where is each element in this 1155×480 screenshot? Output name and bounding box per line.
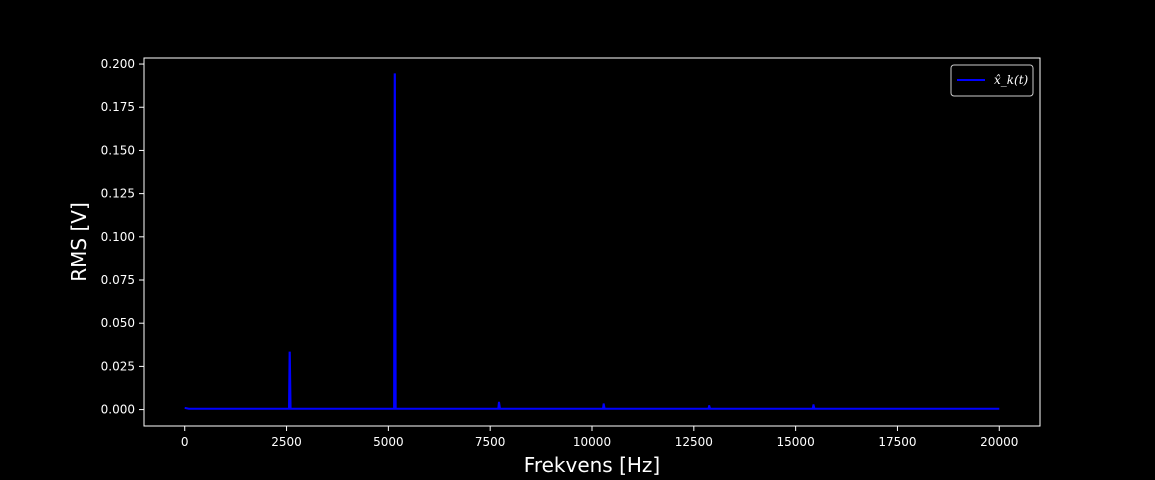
plot-layer (184, 73, 1000, 410)
x-tick-label: 7500 (475, 435, 506, 449)
series-line (184, 73, 1000, 410)
y-axis: 0.000 0.025 0.050 0.075 0.100 0.125 0.150 0.175… (101, 57, 144, 417)
y-tick-label: 0.050 (101, 316, 135, 330)
y-tick-label: 0.200 (101, 57, 135, 71)
x-axis-label: Frekvens [Hz] (524, 453, 660, 477)
x-tick-label: 2500 (271, 435, 302, 449)
legend: x̂_k(t) (950, 64, 1034, 97)
x-tick-label: 15000 (777, 435, 815, 449)
y-axis-label: RMS [V] (67, 202, 91, 282)
x-tick-label: 5000 (373, 435, 404, 449)
x-tick-label: 17500 (878, 435, 916, 449)
x-tick-label: 20000 (980, 435, 1018, 449)
legend-box (950, 64, 1034, 97)
y-tick-label: 0.000 (101, 403, 135, 417)
y-tick-label: 0.100 (101, 230, 135, 244)
x-tick-label: 10000 (573, 435, 611, 449)
y-tick-label: 0.025 (101, 359, 135, 373)
y-tick-label: 0.150 (101, 143, 135, 157)
legend-label: x̂_k(t) (994, 73, 1029, 87)
y-tick-label: 0.075 (101, 273, 135, 287)
x-tick-label: 0 (181, 435, 189, 449)
y-tick-label: 0.175 (101, 100, 135, 114)
x-tick-label: 12500 (675, 435, 713, 449)
y-tick-label: 0.125 (101, 187, 135, 201)
x-axis: 0 2500 5000 7500 10000 12500 15000 17500 20000 (181, 426, 1018, 449)
